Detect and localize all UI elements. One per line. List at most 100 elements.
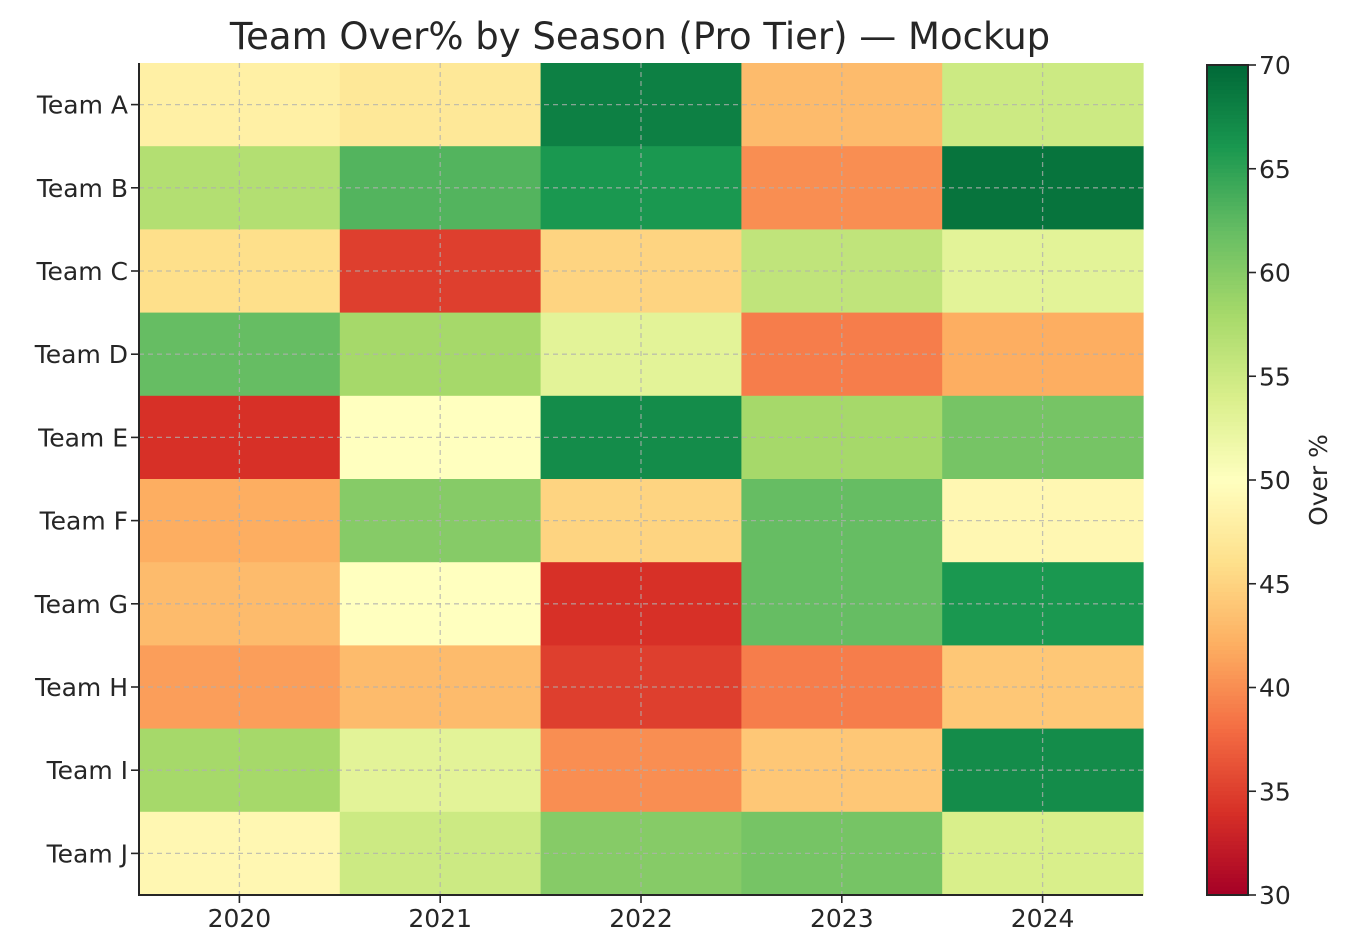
colorbar-segment [1207, 865, 1248, 871]
colorbar-segment [1207, 737, 1248, 743]
colorbar-segment [1207, 135, 1248, 141]
colorbar-segment [1207, 450, 1248, 456]
colorbar-segment [1207, 426, 1248, 431]
colorbar-segment [1207, 318, 1248, 323]
colorbar-segment [1207, 625, 1248, 630]
colorbar-segment [1207, 326, 1248, 332]
colorbar-segment [1207, 222, 1248, 228]
colorbar-segment [1207, 455, 1248, 460]
colorbar-segment [1207, 533, 1248, 539]
colorbar-segment [1207, 384, 1248, 390]
colorbar-segment [1207, 376, 1248, 381]
colorbar-segment [1207, 857, 1248, 863]
colorbar-segment [1207, 517, 1248, 523]
colorbar-segment [1207, 571, 1248, 577]
colorbar-segment [1207, 803, 1248, 809]
colorbar-segment [1207, 716, 1248, 722]
colorbar-segment [1207, 338, 1248, 344]
colorbar-segment [1207, 343, 1248, 348]
colorbar-segment [1207, 118, 1248, 124]
colorbar-segment [1207, 168, 1248, 174]
colorbar-segment [1207, 69, 1248, 74]
y-axis-ticks: Team A Team B Team C Team D Team E Team F Team… [34, 91, 139, 868]
colorbar-segment [1207, 81, 1248, 87]
colorbar-segment [1207, 459, 1248, 464]
colorbar-segment [1207, 251, 1248, 257]
colorbar-segment [1207, 575, 1248, 581]
colorbar-segment [1207, 799, 1248, 805]
colorbar-segment [1207, 637, 1248, 643]
colorbar-segment [1207, 500, 1248, 506]
colorbar-tick-label: 45 [1259, 570, 1291, 599]
y-tick-label: Team I [46, 756, 128, 785]
y-tick-label: Team E [37, 423, 128, 452]
colorbar-segment [1207, 666, 1248, 672]
colorbar-segment [1207, 148, 1248, 153]
colorbar-segment [1207, 509, 1248, 514]
x-tick-label: 2022 [609, 904, 673, 933]
y-tick-label: Team G [34, 590, 128, 619]
colorbar-segment [1207, 650, 1248, 655]
colorbar-segment [1207, 704, 1248, 709]
colorbar-segment [1207, 463, 1248, 469]
colorbar-segment [1207, 89, 1248, 95]
colorbar-segment [1207, 309, 1248, 315]
colorbar-segment [1207, 496, 1248, 502]
colorbar-segment [1207, 401, 1248, 406]
colorbar-segment [1207, 334, 1248, 340]
colorbar-segment [1207, 708, 1248, 713]
colorbar-segment [1207, 691, 1248, 697]
colorbar-segment [1207, 102, 1248, 108]
colorbar-segment [1207, 654, 1248, 660]
colorbar-segment [1207, 612, 1248, 618]
colorbar-segment [1207, 272, 1248, 278]
colorbar-segment [1207, 484, 1248, 489]
colorbar-segment [1207, 77, 1248, 83]
y-tick-label: Team D [34, 340, 128, 369]
y-tick-label: Team F [39, 507, 128, 536]
colorbar-segment [1207, 73, 1248, 79]
colorbar-segment [1207, 733, 1248, 738]
colorbar-segment [1207, 131, 1248, 137]
colorbar-segment [1207, 749, 1248, 755]
colorbar-segment [1207, 160, 1248, 166]
x-tick-label: 2020 [208, 904, 272, 933]
colorbar-segment [1207, 226, 1248, 232]
colorbar-segment [1207, 164, 1248, 170]
colorbar-segment [1207, 301, 1248, 307]
colorbar-segment [1207, 189, 1248, 195]
colorbar-segment [1207, 114, 1248, 120]
colorbar-segment [1207, 608, 1248, 614]
colorbar-segment [1207, 787, 1248, 792]
colorbar-segment [1207, 139, 1248, 145]
colorbar-segment [1207, 434, 1248, 440]
colorbar-segment [1207, 488, 1248, 494]
colorbar-segment [1207, 367, 1248, 373]
colorbar-segment [1207, 629, 1248, 635]
colorbar-segment [1207, 380, 1248, 386]
colorbar-segment [1207, 110, 1248, 116]
y-tick-label: Team H [34, 673, 128, 702]
colorbar-segment [1207, 239, 1248, 245]
y-tick-label: Team C [36, 257, 128, 286]
colorbar-segment [1207, 670, 1248, 676]
colorbar-segment [1207, 156, 1248, 162]
colorbar-segment [1207, 596, 1248, 601]
colorbar-segment [1207, 641, 1248, 647]
colorbar-segment [1207, 322, 1248, 328]
colorbar-segment [1207, 409, 1248, 415]
colorbar-segment [1207, 592, 1248, 597]
colorbar-segment [1207, 388, 1248, 394]
colorbar-segment [1207, 280, 1248, 286]
colorbar-segment [1207, 359, 1248, 365]
colorbar-segment [1207, 778, 1248, 784]
colorbar-segment [1207, 446, 1248, 452]
colorbar-segment [1207, 538, 1248, 543]
colorbar-segment [1207, 587, 1248, 593]
y-tick-label: Team B [36, 174, 128, 203]
colorbar-segment [1207, 841, 1248, 846]
grid-lines [139, 63, 1143, 895]
colorbar-segment [1207, 853, 1248, 859]
colorbar-tick-label: 35 [1259, 777, 1291, 806]
colorbar-segment [1207, 314, 1248, 319]
